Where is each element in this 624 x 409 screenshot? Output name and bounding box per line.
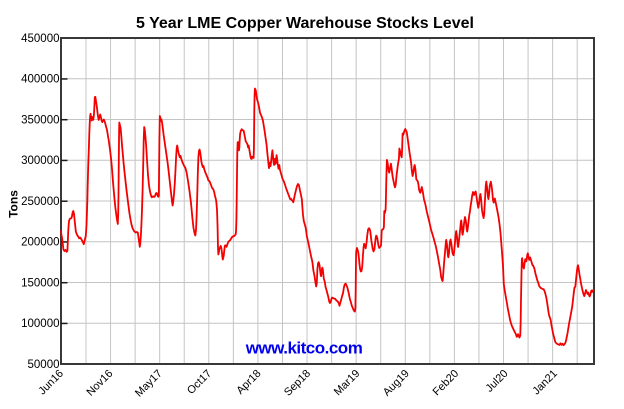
svg-text:400000: 400000 (21, 74, 59, 86)
svg-text:www.kitco.com: www.kitco.com (245, 339, 363, 358)
svg-text:5 Year LME Copper Warehouse St: 5 Year LME Copper Warehouse Stocks Level (136, 15, 474, 32)
svg-text:100000: 100000 (21, 318, 59, 330)
svg-text:300000: 300000 (21, 155, 59, 167)
svg-text:150000: 150000 (21, 277, 59, 289)
svg-text:200000: 200000 (21, 237, 59, 249)
svg-text:250000: 250000 (21, 196, 59, 208)
svg-text:Tons: Tons (7, 190, 21, 218)
svg-text:50000: 50000 (28, 359, 60, 371)
svg-text:350000: 350000 (21, 114, 59, 126)
svg-text:450000: 450000 (21, 33, 59, 45)
